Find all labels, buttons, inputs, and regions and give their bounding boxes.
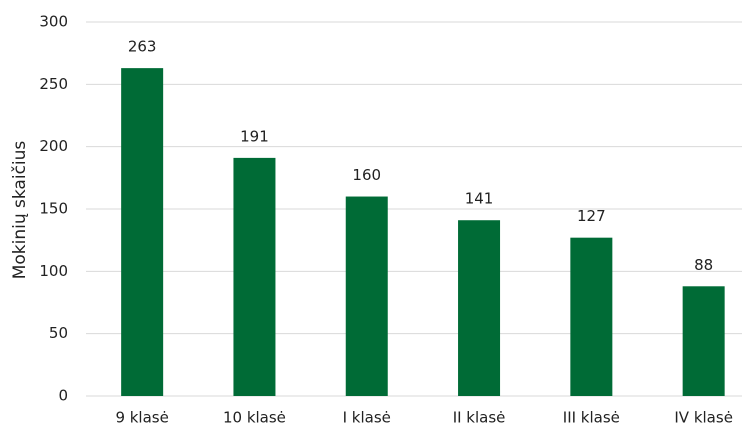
y-axis-label: Mokinių skaičius (10, 141, 30, 280)
y-tick-label: 250 (39, 75, 68, 93)
data-label: 127 (577, 207, 606, 225)
x-tick-label: I klasė (343, 409, 391, 427)
bar (233, 157, 276, 396)
bar (570, 237, 613, 396)
y-tick-label: 50 (49, 324, 68, 342)
y-tick-label: 100 (39, 262, 68, 280)
data-label: 160 (352, 166, 381, 184)
x-tick-label: II klasė (453, 409, 506, 427)
y-tick-label: 0 (58, 387, 68, 405)
data-label: 191 (240, 127, 269, 145)
x-tick-label: 9 klasė (115, 409, 168, 427)
x-tick-label: 10 klasė (223, 409, 286, 427)
bar (458, 220, 501, 396)
data-label: 88 (694, 256, 713, 274)
data-label: 141 (465, 190, 494, 208)
x-tick-label: IV klasė (674, 409, 733, 427)
x-tick-label: III klasė (563, 409, 620, 427)
y-tick-label: 150 (39, 200, 68, 218)
y-tick-label: 300 (39, 13, 68, 31)
bar (682, 286, 725, 396)
bar (121, 68, 164, 397)
bar (345, 196, 388, 396)
data-label: 263 (128, 38, 157, 56)
y-tick-label: 200 (39, 137, 68, 155)
